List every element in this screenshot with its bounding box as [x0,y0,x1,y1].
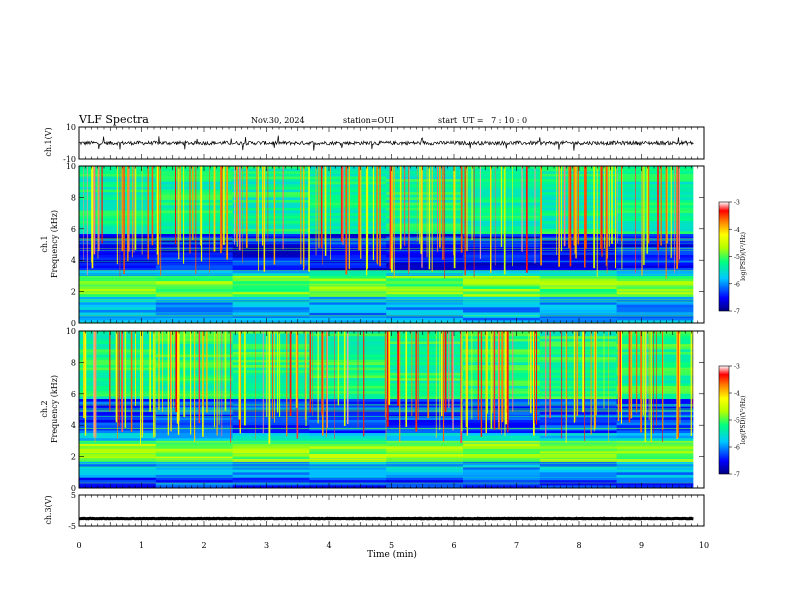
ch3-waveform-ylabel: ch.3(V) [44,495,53,524]
ch2-spectrogram-ytick-label: 6 [71,390,76,399]
ch3-waveform-trace [79,518,693,519]
x-tick-label: 0 [76,541,81,550]
x-tick-label: 2 [201,541,206,550]
ch2-colorbar-label: log(PSD)(V²/Hz) [740,396,747,445]
ch2-spec-ylabel-2: Frequency (kHz) [50,375,59,443]
ch1-colorbar-tick-label: -7 [734,309,740,316]
ch1-colorbar-label: log(PSD)(V²/Hz) [740,232,747,281]
x-tick-label: 1 [139,541,144,550]
ch1-waveform-ylabel: ch.1(V) [44,127,53,156]
chart-title: VLF Spectra [78,113,149,126]
ch1-spectrogram-ytick-label: 2 [71,288,76,297]
ch1-colorbar-tick-label: -6 [734,281,740,288]
ch1-spectrogram-ytick-label: 6 [71,225,76,234]
ch1-waveform-ytick-label: 10 [66,123,76,132]
ch1-spectrogram-ytick-label: 10 [66,162,76,171]
x-tick-label: 3 [264,541,269,550]
ch2-spec-ylabel-1: ch.2 [40,400,49,417]
ch1-spectrogram-panel: 0246810 [66,162,704,328]
ch2-colorbar-tick-label: -6 [734,445,740,452]
ch2-colorbar-tick-label: -7 [734,472,740,479]
ch2-spectrogram-ytick-label: 8 [71,358,76,367]
ch1-spectrogram-empty [693,166,704,323]
ch2-colorbar: -3-4-5-6-7log(PSD)(V²/Hz) [719,364,747,479]
ch2-spectrogram-ytick-label: 2 [71,453,76,462]
x-tick-label: 9 [639,541,644,550]
ch3-waveform-panel: 5 -5 [68,491,704,531]
x-tick-label: 4 [326,541,331,550]
ch2-spectrogram-ytick-label: 10 [66,327,76,336]
x-tick-label: 10 [699,541,709,550]
ch1-colorbar-gradient [719,202,729,311]
ch2-spectrogram-empty [693,331,704,488]
ch3-waveform-ytick-label: 5 [71,491,76,500]
ch3-waveform-ytick-label: -5 [68,522,76,531]
ch1-spec-ylabel-2: Frequency (kHz) [50,210,59,278]
ch1-waveform-panel: 10-10 [63,123,704,164]
ch1-colorbar: -3-4-5-6-7log(PSD)(V²/Hz) [719,200,747,316]
station-label: station=OUI [343,116,394,125]
x-axis-label: Time (min) [367,549,417,560]
ch1-colorbar-tick-label: -3 [734,200,740,207]
ch2-colorbar-tick-label: -3 [734,364,740,371]
x-tick-label: 6 [451,541,456,550]
x-tick-label: 7 [514,541,519,550]
ch1-spec-ylabel-1: ch.1 [40,235,49,252]
date-label: Nov.30, 2024 [251,116,305,125]
ch1-waveform-trace [79,136,693,151]
ch2-colorbar-gradient [719,366,729,474]
start-time-label: start UT = 7 : 10 : 0 [438,116,527,125]
x-tick-label: 5 [389,541,394,550]
ch2-spectrogram-panel: 0246810 [66,327,704,493]
ch1-spectrogram-ytick-label: 8 [71,193,76,202]
ch2-spectrogram-ytick-label: 4 [71,421,76,430]
x-tick-label: 8 [576,541,581,550]
ch1-spectrogram-ytick-label: 4 [71,256,76,265]
